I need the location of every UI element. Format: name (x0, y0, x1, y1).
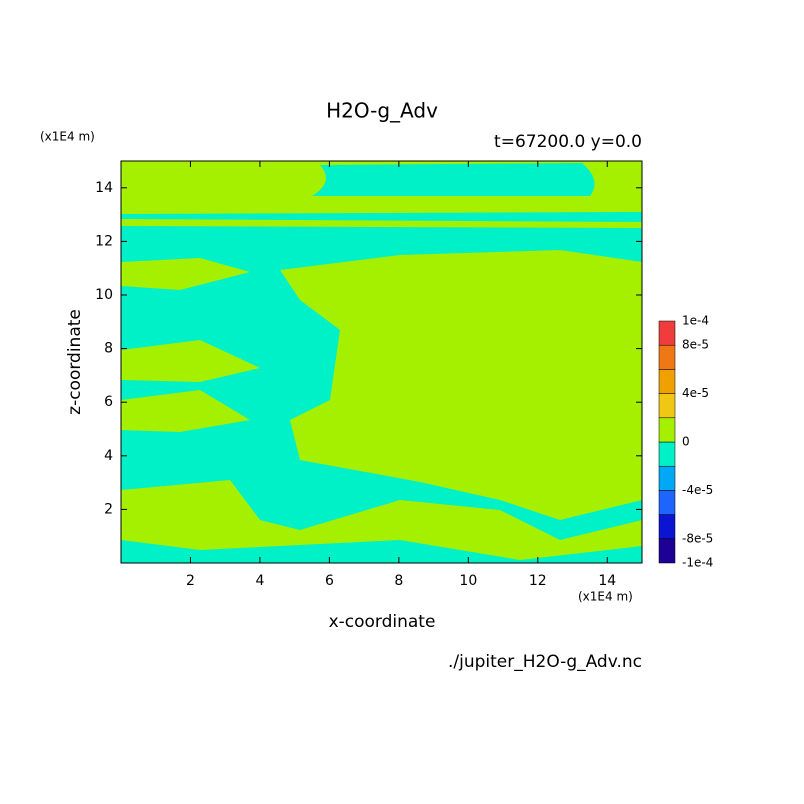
x-tick-label: 8 (394, 573, 403, 589)
colorbar-bin (658, 465, 676, 491)
y-tick-label: 4 (104, 448, 113, 464)
field-region (280, 250, 642, 520)
y-tick-label: 14 (95, 180, 113, 196)
colorbar-bin (658, 417, 676, 443)
y-unit: (x1E4 m) (40, 130, 95, 144)
x-tick-label: 2 (186, 573, 195, 589)
colorbar-bin (658, 514, 676, 540)
y-tick-label: 8 (104, 341, 113, 357)
plot-frame (120, 160, 643, 564)
x-tick-label: 14 (598, 573, 616, 589)
colorbar-label: -1e-4 (682, 556, 713, 570)
field-region (121, 219, 642, 228)
contour-field (121, 161, 642, 563)
colorbar-label: -8e-5 (682, 531, 713, 545)
chart-subtitle: t=67200.0 y=0.0 (494, 132, 642, 152)
y-tick-label: 2 (104, 501, 113, 517)
colorbar-label: 1e-4 (682, 314, 709, 328)
chart-title: H2O-g_Adv (326, 99, 438, 123)
field-region (312, 163, 595, 196)
colorbar-bin (658, 441, 676, 467)
colorbar-bin (658, 344, 676, 370)
colorbar-label: 8e-5 (682, 338, 709, 352)
colorbar-bin (658, 369, 676, 394)
field-region (121, 258, 250, 290)
colorbar-label: 4e-5 (682, 386, 709, 400)
colorbar-bin (658, 538, 676, 564)
colorbar-label: -4e-5 (682, 483, 713, 497)
x-tick-label: 12 (529, 573, 547, 589)
colorbar-bin (658, 320, 676, 346)
x-axis-label: x-coordinate (329, 612, 436, 632)
colorbar-bin (658, 490, 676, 515)
field-region (121, 390, 250, 432)
y-tick-label: 6 (104, 394, 113, 410)
field-region (121, 340, 260, 382)
x-tick-label: 4 (255, 573, 264, 589)
x-tick-label: 6 (325, 573, 334, 589)
y-tick-label: 12 (95, 233, 113, 249)
colorbar-bin (658, 393, 676, 419)
field-region (121, 480, 642, 560)
y-axis-label: z-coordinate (65, 309, 85, 415)
colorbar-label: 0 (682, 435, 690, 449)
x-unit: (x1E4 m) (578, 590, 633, 604)
y-tick-label: 10 (95, 287, 113, 303)
x-tick-label: 10 (459, 573, 477, 589)
file-name: ./jupiter_H2O-g_Adv.nc (448, 652, 642, 672)
